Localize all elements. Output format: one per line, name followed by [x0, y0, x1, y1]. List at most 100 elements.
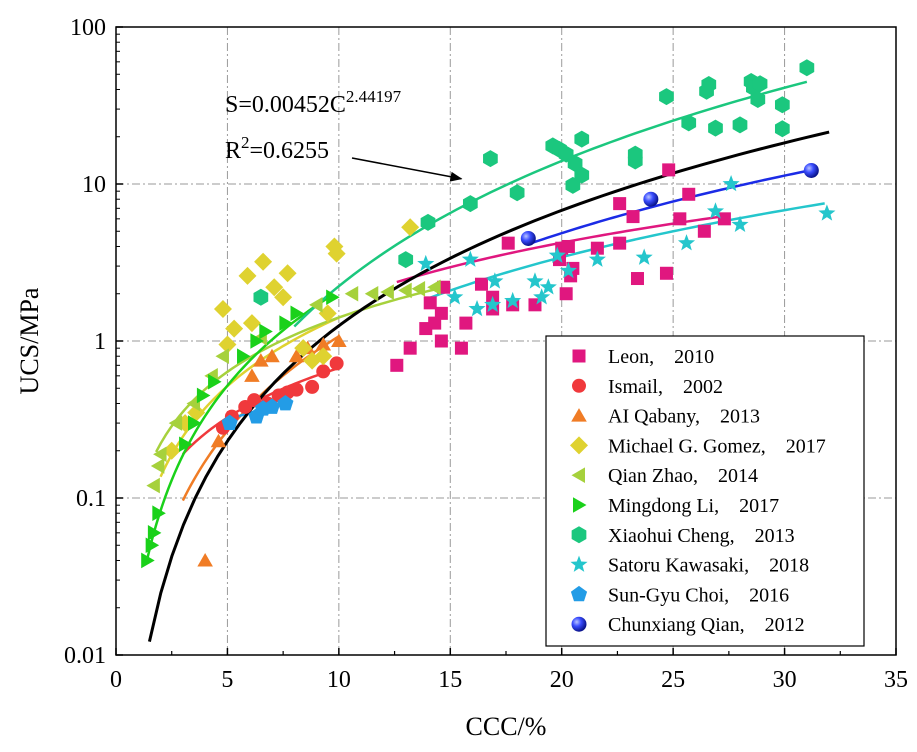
data-point-s7-8	[533, 288, 551, 305]
data-point-s7-2	[461, 250, 479, 267]
data-point-s4-11	[380, 284, 394, 300]
data-point-s1-3	[247, 393, 262, 408]
data-point-s1-7	[289, 382, 304, 397]
data-point-s6-14	[627, 145, 643, 163]
data-point-s0-32	[717, 212, 731, 226]
data-point-s4-4	[186, 395, 200, 412]
fit-curve-9	[527, 168, 812, 246]
data-point-s0-0	[390, 358, 404, 372]
data-point-s5-10	[259, 323, 273, 340]
data-point-s5-4	[179, 436, 193, 453]
data-point-s5-6	[196, 387, 211, 404]
axes: 0 5 10 15 20 25 30 35 0.01 0.1 1 10 100 CCC/% UCS/MPa	[15, 15, 908, 741]
data-point-s9-2	[803, 162, 819, 178]
legend-marker-8	[570, 585, 588, 602]
data-point-s0-31	[697, 224, 711, 238]
data-point-s3-18	[401, 218, 420, 237]
data-point-s3-5	[225, 319, 244, 338]
data-point-s4-10	[364, 285, 379, 302]
r2-exponent: 2	[241, 133, 250, 152]
legend-label-5: Mingdong Li, 2017	[608, 495, 779, 517]
data-point-s4-0	[146, 477, 160, 494]
data-point-s6-23	[752, 75, 768, 93]
y-tick-label: 1	[94, 329, 106, 355]
x-tick-label: 25	[661, 667, 685, 693]
x-axis-label: CCC/%	[466, 712, 547, 741]
x-tick-label: 10	[327, 667, 351, 693]
annotation-arrow	[351, 157, 463, 182]
data-point-s7-7	[526, 272, 544, 289]
data-point-s3-8	[254, 252, 273, 271]
data-point-s0-3	[423, 296, 437, 310]
x-tick-label: 20	[550, 667, 574, 693]
equation-text: S=0.00452C2.44197	[225, 87, 402, 118]
data-point-s2-3	[253, 353, 269, 367]
data-point-s0-25	[626, 210, 640, 224]
data-point-s3-15	[318, 304, 337, 323]
legend-label-7: Satoru Kawasaki, 2018	[608, 555, 809, 577]
data-point-s6-4	[483, 150, 498, 168]
data-point-s8-4	[277, 394, 294, 411]
legend-marker-4	[571, 467, 585, 483]
data-point-s4-8	[309, 297, 323, 313]
data-point-s7-15	[706, 202, 725, 219]
data-point-s2-1	[210, 433, 227, 448]
x-tick-label: 0	[110, 667, 122, 693]
data-point-s5-11	[279, 315, 293, 331]
data-points	[141, 59, 836, 569]
data-point-s0-1	[403, 341, 417, 355]
data-point-s4-3	[168, 415, 183, 431]
legend: Leon, 2010 Ismail, 2002 AI Qabany, 2013 Mic…	[545, 335, 865, 647]
data-point-s4-13	[411, 281, 426, 297]
data-point-s2-4	[264, 348, 280, 363]
data-point-s6-2	[420, 213, 436, 231]
data-point-s6-24	[750, 91, 766, 109]
data-point-s7-16	[722, 175, 740, 192]
data-point-s2-2	[244, 368, 260, 382]
data-point-s1-8	[305, 379, 320, 394]
data-point-s0-23	[613, 236, 627, 250]
data-point-s6-12	[574, 130, 590, 148]
data-point-s5-9	[250, 333, 264, 349]
legend-marker-7	[570, 555, 588, 572]
r2-prefix: R	[225, 138, 241, 164]
data-point-s6-26	[774, 120, 790, 138]
legend-label-2: AI Qabany, 2013	[608, 406, 760, 428]
data-point-s7-4	[484, 295, 502, 313]
data-point-s6-3	[462, 195, 478, 213]
data-point-s3-4	[218, 335, 237, 354]
data-point-s7-17	[731, 215, 749, 233]
fit-curve-4	[155, 286, 442, 453]
data-point-s3-10	[278, 264, 297, 283]
legend-label-1: Ismail, 2002	[608, 376, 723, 398]
data-point-s6-9	[567, 155, 583, 173]
data-point-s3-14	[314, 347, 333, 366]
data-point-s3-3	[213, 299, 232, 318]
data-point-s7-0	[417, 254, 435, 272]
data-point-s3-11	[274, 288, 293, 307]
data-point-s5-2	[147, 525, 162, 541]
data-point-s0-22	[590, 241, 604, 255]
legend-box	[545, 335, 865, 647]
y-axis-label: UCS/MPa	[15, 287, 44, 394]
data-point-s7-6	[504, 291, 522, 309]
data-point-s5-8	[237, 348, 251, 365]
legend-marker-5	[573, 497, 587, 513]
data-point-s4-12	[398, 282, 412, 299]
data-point-s1-10	[329, 356, 344, 371]
data-point-s0-13	[501, 236, 515, 250]
data-point-s0-28	[662, 163, 676, 177]
data-point-s0-19	[559, 287, 573, 301]
fit-curve-6	[293, 80, 808, 328]
fit-curve-5	[145, 295, 331, 560]
y-tick-label: 0.01	[64, 643, 106, 669]
data-point-s0-8	[454, 341, 468, 355]
data-point-s0-18	[561, 239, 575, 253]
data-point-s0-27	[659, 266, 673, 280]
data-point-s0-4	[428, 316, 442, 330]
data-point-s5-5	[188, 415, 202, 431]
data-point-s7-13	[635, 248, 653, 265]
data-point-s5-3	[152, 505, 166, 522]
data-point-s6-11	[574, 166, 590, 184]
legend-label-0: Leon, 2010	[608, 346, 714, 368]
